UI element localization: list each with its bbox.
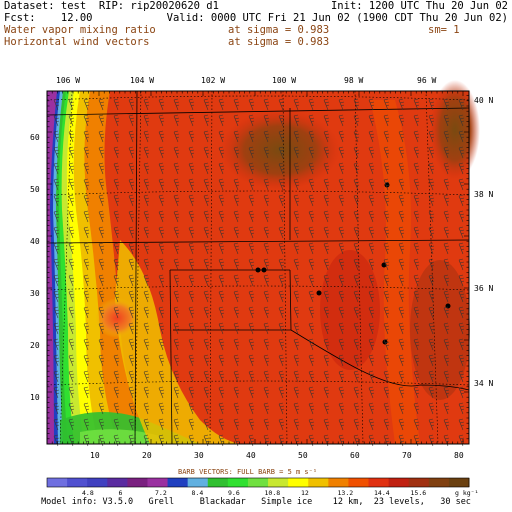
barb-vector-note: BARB VECTORS: FULL BARB = 5 m s⁻¹ bbox=[178, 468, 318, 476]
dataset-line: Dataset: test RIP: rip20020620 d1 bbox=[4, 0, 219, 12]
colorbar-label: 8.4 bbox=[191, 489, 204, 497]
colorbar-label: 4.8 bbox=[82, 489, 94, 497]
colorbar-swatch bbox=[428, 478, 450, 487]
colorbar-swatch bbox=[328, 478, 349, 487]
colorbar-swatch bbox=[308, 478, 329, 487]
x-tick: 30 bbox=[194, 451, 204, 460]
y-tick: 50 bbox=[30, 185, 40, 194]
y-tick: 60 bbox=[30, 133, 40, 142]
lon-label: 106 W bbox=[56, 76, 81, 85]
lat-label: 38 N bbox=[474, 190, 494, 199]
colorbar-label: 13.2 bbox=[337, 489, 354, 497]
lon-label: 104 W bbox=[130, 76, 155, 85]
colorbar-swatch bbox=[408, 478, 430, 487]
lon-label: 100 W bbox=[272, 76, 297, 85]
colorbar-swatch bbox=[147, 478, 169, 487]
colorbar-swatch bbox=[268, 478, 289, 487]
colorbar-swatch bbox=[207, 478, 229, 487]
colorbar-label: g kg⁻¹ bbox=[455, 489, 479, 497]
valid-time: Valid: 0000 UTC Fri 21 Jun 02 (1900 CDT … bbox=[166, 12, 508, 24]
colorbar-label: 10.8 bbox=[264, 489, 281, 497]
lat-label: 36 N bbox=[474, 284, 494, 293]
lat-label: 40 N bbox=[474, 96, 494, 105]
colorbar bbox=[46, 477, 470, 488]
colorbar-swatch bbox=[227, 478, 249, 487]
x-tick: 60 bbox=[350, 451, 360, 460]
lon-label: 102 W bbox=[201, 76, 226, 85]
frame-ticks bbox=[46, 91, 469, 445]
colorbar-swatch bbox=[348, 478, 370, 487]
wind-barbs bbox=[53, 98, 465, 447]
colorbar-label: 6 bbox=[118, 489, 123, 497]
x-tick: 80 bbox=[454, 451, 464, 460]
init-time: Init: 1200 UTC Thu 20 Jun 02 bbox=[330, 0, 508, 12]
colorbar-label: 15.6 bbox=[410, 489, 427, 497]
lat-label: 34 N bbox=[474, 379, 494, 388]
lon-label: 96 W bbox=[417, 76, 437, 85]
colorbar-swatch bbox=[167, 478, 189, 487]
colorbar-label: 12 bbox=[301, 489, 309, 497]
field1-title: Water vapor mixing ratio bbox=[4, 24, 156, 36]
y-tick: 40 bbox=[30, 237, 40, 246]
x-tick: 50 bbox=[298, 451, 308, 460]
colorbar-swatch bbox=[47, 478, 68, 487]
colorbar-swatch bbox=[388, 478, 410, 487]
colorbar-swatch bbox=[187, 478, 209, 487]
field1-level: at sigma = 0.983 bbox=[228, 24, 330, 36]
colorbar-swatch bbox=[127, 478, 148, 487]
forecast-hour: Fcst: 12.00 bbox=[4, 12, 93, 24]
field1-smoothing: sm= 1 bbox=[428, 24, 460, 36]
colorbar-swatch bbox=[107, 478, 128, 487]
colorbar-swatch bbox=[67, 478, 88, 487]
model-info: Model info: V3.5.0 Grell Blackadar Simpl… bbox=[41, 497, 471, 507]
colorbar-swatch bbox=[368, 478, 390, 487]
y-tick: 20 bbox=[30, 341, 40, 350]
colorbar-swatch bbox=[247, 478, 269, 487]
colorbar-swatch bbox=[87, 478, 108, 487]
field2-title: Horizontal wind vectors bbox=[4, 36, 150, 48]
field2-level: at sigma = 0.983 bbox=[228, 36, 330, 48]
colorbar-swatch bbox=[448, 478, 470, 487]
x-tick: 20 bbox=[142, 451, 152, 460]
colorbar-label: 14.4 bbox=[374, 489, 390, 497]
colorbar-label: 7.2 bbox=[155, 489, 167, 497]
y-tick: 10 bbox=[30, 393, 40, 402]
colorbar-label: 9.6 bbox=[228, 489, 240, 497]
x-tick: 70 bbox=[402, 451, 412, 460]
y-tick: 30 bbox=[30, 289, 40, 298]
lon-label: 98 W bbox=[344, 76, 364, 85]
x-tick: 40 bbox=[246, 451, 256, 460]
x-tick: 10 bbox=[90, 451, 100, 460]
colorbar-swatch bbox=[288, 478, 309, 487]
